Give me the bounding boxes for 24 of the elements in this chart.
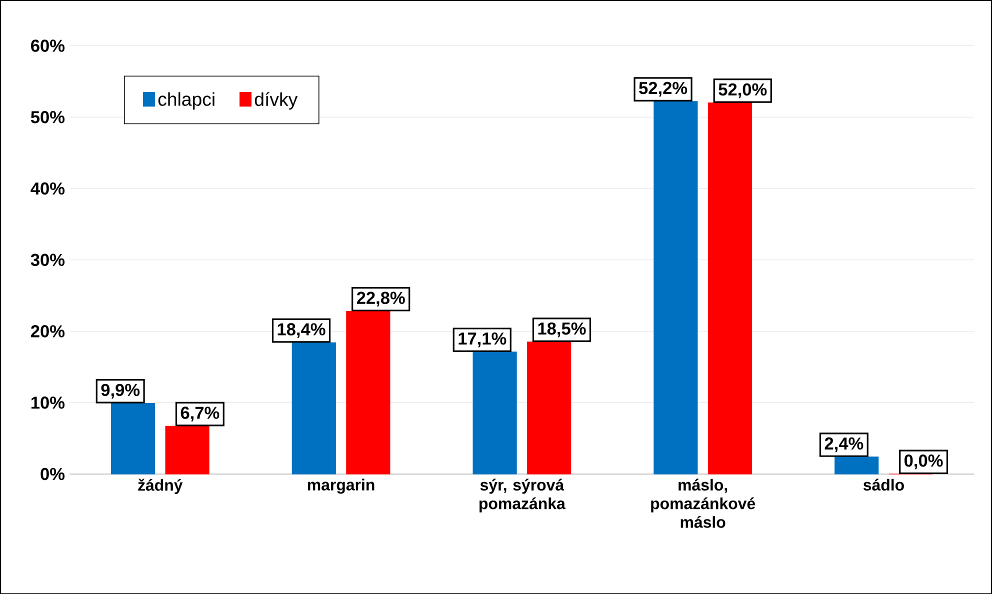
x-tick-label: sýr, sýrová pomazánka (480, 478, 566, 512)
y-tick-label: 10% (31, 396, 65, 409)
legend-label: dívky (254, 92, 298, 110)
data-label: 52,0% (718, 83, 767, 98)
legend-label: chlapci (158, 92, 214, 110)
x-tick-label: sádlo (863, 478, 904, 490)
x-tick-label: žádný (138, 478, 183, 494)
y-tick-label: 40% (30, 182, 65, 195)
data-label: 18,4% (278, 323, 326, 338)
y-tick-label: 60% (31, 39, 65, 52)
data-label: 22,8% (356, 292, 405, 306)
data-label: 9,9% (101, 384, 140, 398)
x-tick-label: máslo, pomazánkové máslo (651, 478, 756, 528)
data-label: 52,2% (639, 82, 688, 97)
data-label: 6,7% (180, 406, 220, 422)
y-tick-label: 30% (30, 254, 65, 266)
y-tick-label: 0% (40, 468, 65, 480)
y-tick-label: 50% (30, 110, 65, 124)
data-label: 18,5% (538, 322, 586, 338)
data-label: 2,4% (824, 437, 864, 452)
x-tick-label: margarin (308, 478, 374, 494)
data-label: 17,1% (458, 332, 506, 348)
y-tick-label: 20% (30, 325, 65, 338)
data-label: 0,0% (904, 454, 943, 470)
